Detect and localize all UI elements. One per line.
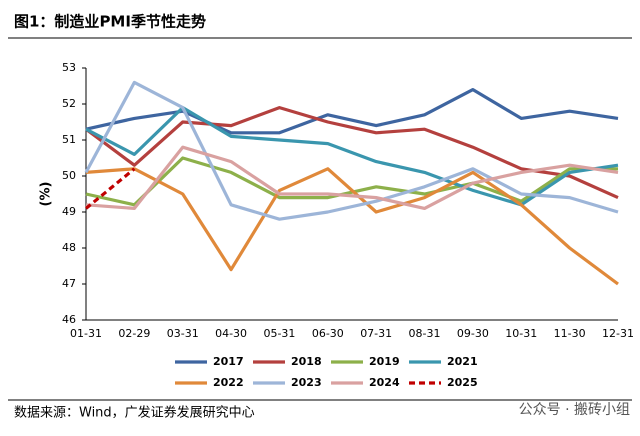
y-tick-label: 46 — [62, 313, 76, 326]
series-line — [85, 106, 619, 207]
legend-label: 2019 — [369, 355, 400, 368]
y-tick-label: 47 — [62, 277, 76, 290]
x-tick-label: 08-31 — [409, 327, 441, 340]
x-tick-label: 02-29 — [118, 327, 150, 340]
x-tick-label: 04-30 — [215, 327, 247, 340]
x-tick-label: 09-30 — [457, 327, 489, 340]
series-line — [85, 156, 618, 207]
y-tick-label: 52 — [62, 97, 76, 110]
x-tick-label: 12-31 — [602, 327, 634, 340]
watermark: 公众号 · 搬砖小组 — [519, 402, 630, 418]
y-tick-label: 50 — [62, 169, 76, 182]
y-tick-label: 48 — [62, 241, 76, 254]
series-line — [85, 88, 619, 135]
legend-label: 2023 — [291, 376, 322, 389]
source: 数据来源：Wind，广发证券发展研究中心 — [14, 405, 255, 421]
x-tick-label: 06-30 — [312, 327, 344, 340]
x-tick-label: 07-31 — [360, 327, 392, 340]
x-tick-label: 05-31 — [263, 327, 295, 340]
legend-label: 2024 — [369, 376, 400, 389]
legend-label: 2018 — [291, 355, 322, 368]
x-tick-label: 10-31 — [505, 327, 537, 340]
legend-label: 2025 — [447, 376, 478, 389]
legend-label: 2022 — [213, 376, 244, 389]
series-line — [84, 80, 619, 221]
x-tick-label: 11-30 — [554, 327, 586, 340]
y-tick-label: 49 — [62, 205, 76, 218]
legend-label: 2017 — [213, 355, 244, 368]
y-axis-label: (%) — [39, 182, 54, 207]
y-tick-label: 51 — [62, 133, 76, 146]
title: 图1：制造业PMI季节性走势 — [14, 13, 206, 31]
x-tick-label: 03-31 — [167, 327, 199, 340]
series-line — [84, 167, 136, 210]
y-tick-label: 53 — [62, 61, 76, 74]
legend-label: 2021 — [447, 355, 478, 368]
series-line — [85, 167, 619, 286]
x-tick-label: 01-31 — [70, 327, 102, 340]
series-line — [85, 145, 619, 210]
